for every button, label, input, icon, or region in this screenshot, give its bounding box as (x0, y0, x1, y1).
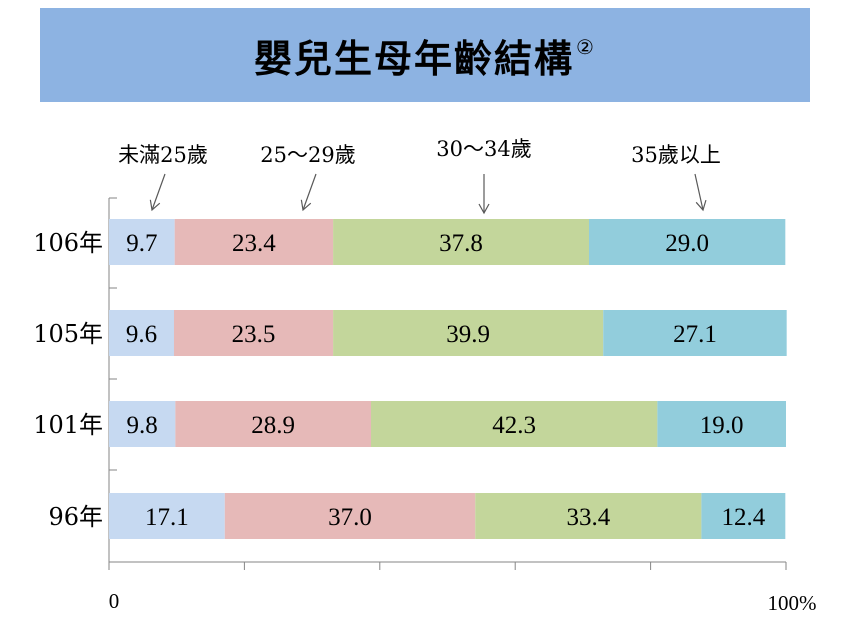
annotation-arrow (694, 173, 704, 211)
bar-segment (370, 401, 658, 447)
bar-segment (174, 219, 334, 265)
bar-segment (333, 310, 604, 356)
annotation-arrow (151, 173, 166, 211)
bar-segment (109, 310, 174, 356)
data-label: 23.4 (232, 230, 276, 257)
data-label: 39.9 (446, 321, 490, 348)
category-label: 105年 (33, 320, 103, 348)
bar-segment (109, 493, 225, 539)
series-annotations: 未滿25歲 25～29歲 30～34歲 35歲以上 (118, 137, 721, 215)
bar-segment (701, 493, 786, 539)
data-label: 9.8 (127, 412, 158, 439)
title-banner: 嬰兒生母年齡結構 ② (40, 8, 810, 102)
x-tick-label: 0 (109, 589, 120, 613)
bar-segment (603, 310, 787, 356)
series-annotation-label: 30～34歲 (436, 137, 531, 161)
category-label: 106年 (33, 229, 103, 257)
annotation-arrowhead (478, 203, 490, 215)
data-label: 42.3 (492, 412, 536, 439)
annotation-arrow (302, 173, 317, 211)
series-annotation-label: 未滿25歲 (118, 143, 208, 167)
bar-segment (588, 219, 786, 265)
bar-segment (333, 219, 589, 265)
series-annotation-label: 35歲以上 (631, 143, 721, 167)
data-label: 23.5 (232, 321, 276, 348)
bar-segment (109, 401, 176, 447)
data-label: 37.8 (439, 230, 483, 257)
data-label: 37.0 (328, 504, 372, 531)
bar-segment (173, 310, 334, 356)
chart-title-text: 嬰兒生母年齡結構 (254, 35, 575, 81)
chart-title: 嬰兒生母年齡結構 ② (254, 28, 596, 83)
title-superscript: ② (576, 34, 596, 59)
data-label: 28.9 (251, 412, 295, 439)
series-annotation-label: 25～29歲 (260, 143, 355, 167)
annotation-arrowhead (149, 199, 161, 212)
annotation-arrowhead (300, 199, 312, 212)
bar-segment (175, 401, 371, 447)
data-label: 9.7 (126, 230, 157, 257)
labels-group: 106年 9.7 23.4 37.8 29.0 105年 9.6 23.5 39.9 27.1 10… (33, 229, 766, 531)
data-label: 27.1 (673, 321, 717, 348)
bar-segment (657, 401, 786, 447)
category-label: 101年 (33, 411, 103, 439)
annotation-arrowhead (695, 199, 707, 212)
data-label: 33.4 (566, 504, 610, 531)
bars-group (109, 219, 787, 539)
data-label: 12.4 (721, 504, 765, 531)
x-tick-label: 100% (768, 591, 817, 615)
bar-segment (475, 493, 702, 539)
data-label: 19.0 (700, 412, 744, 439)
data-label: 9.6 (126, 321, 157, 348)
bar-segment (224, 493, 476, 539)
bar-segment (109, 219, 175, 265)
data-label: 17.1 (145, 504, 189, 531)
data-label: 29.0 (665, 230, 709, 257)
category-label: 96年 (48, 503, 103, 531)
